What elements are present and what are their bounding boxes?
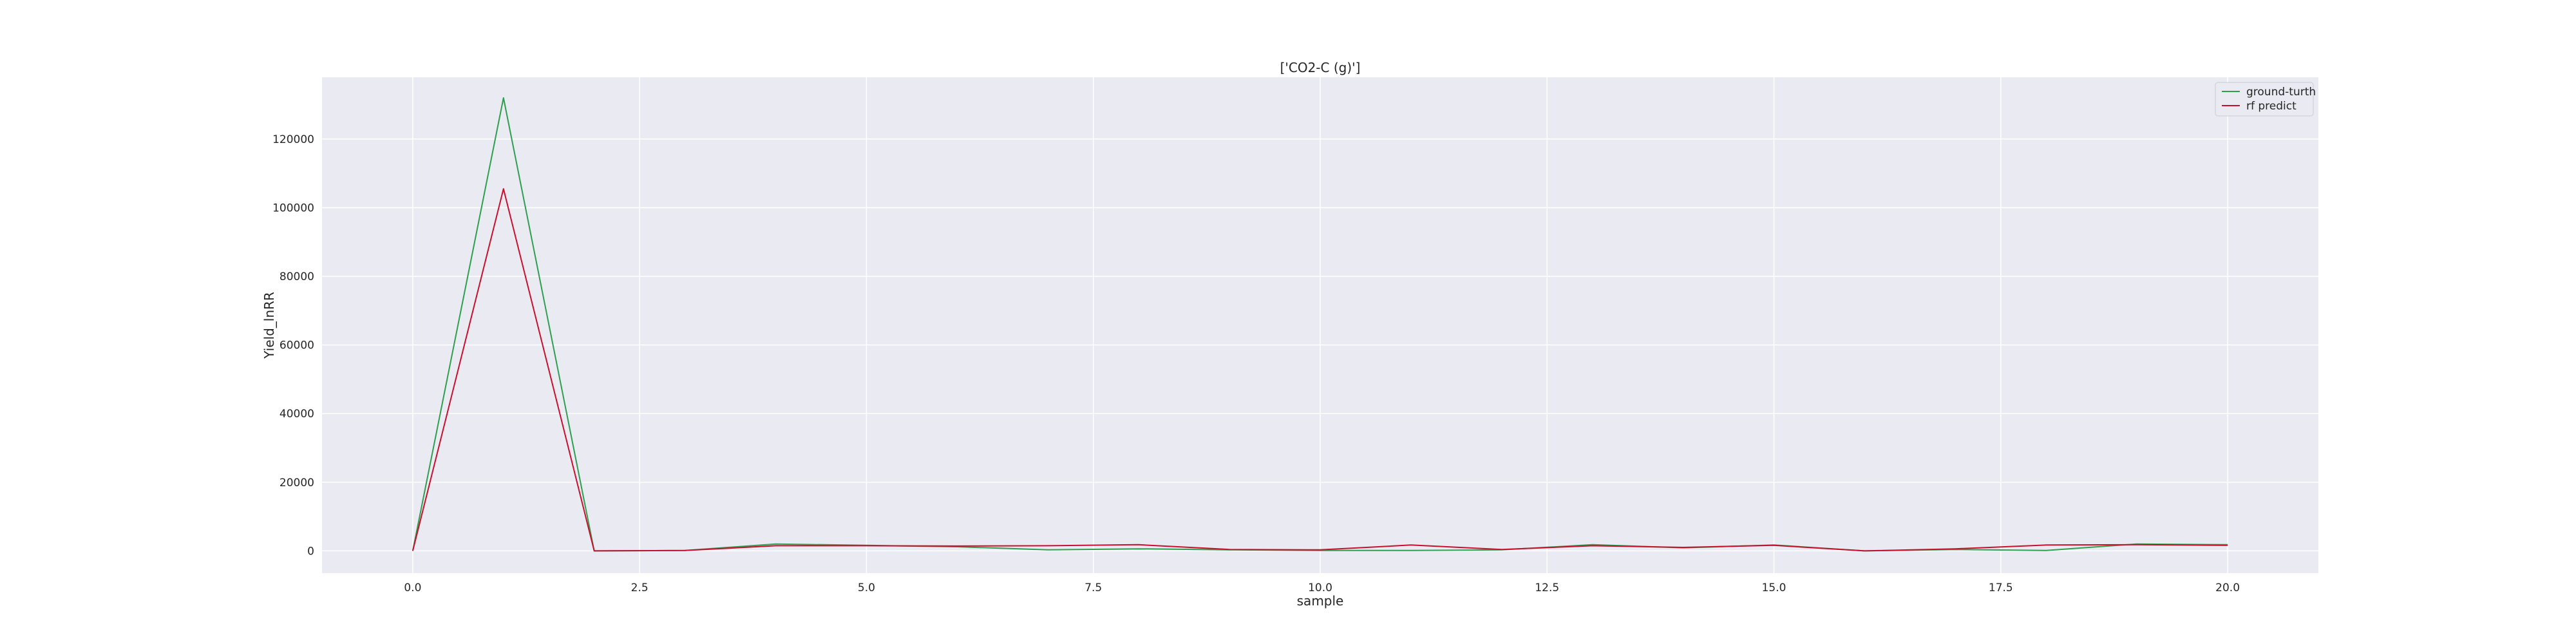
legend: ground-turth rf predict [2215, 82, 2316, 117]
x-tick-label: 0.0 [404, 582, 421, 594]
series-lines [412, 97, 2228, 552]
x-tick-label: 15.0 [1762, 582, 1786, 594]
x-tick-label: 12.5 [1535, 582, 1559, 594]
y-tick-label: 40000 [279, 408, 314, 421]
y-tick-label: 80000 [279, 270, 314, 283]
x-gridlines [412, 77, 2228, 573]
x-tick-labels: 0.0 2.5 5.0 7.5 10.0 12.5 15.0 17.5 20.0 [404, 582, 2240, 594]
y-axis-label: Yield_lnRR [261, 292, 277, 359]
y-tick-label: 60000 [279, 339, 314, 352]
y-tick-labels: 0 20000 40000 60000 80000 100000 120000 [272, 133, 314, 558]
x-tick-label: 10.0 [1308, 582, 1332, 594]
x-tick-label: 2.5 [631, 582, 649, 594]
x-tick-label: 5.0 [858, 582, 875, 594]
x-tick-label: 7.5 [1084, 582, 1102, 594]
y-tick-label: 20000 [279, 477, 314, 489]
series-line-rf-predict [412, 188, 2228, 552]
legend-label-ground-turth: ground-turth [2246, 86, 2316, 99]
x-tick-label: 17.5 [1989, 582, 2013, 594]
legend-label-rf-predict: rf predict [2246, 100, 2297, 113]
x-tick-label: 20.0 [2215, 582, 2240, 594]
y-tick-label: 0 [307, 545, 314, 558]
y-tick-label: 100000 [272, 202, 314, 214]
x-axis-label: sample [1297, 593, 1344, 609]
chart-title: ['CO2-C (g)'] [1280, 60, 1361, 75]
y-tick-label: 120000 [272, 133, 314, 146]
